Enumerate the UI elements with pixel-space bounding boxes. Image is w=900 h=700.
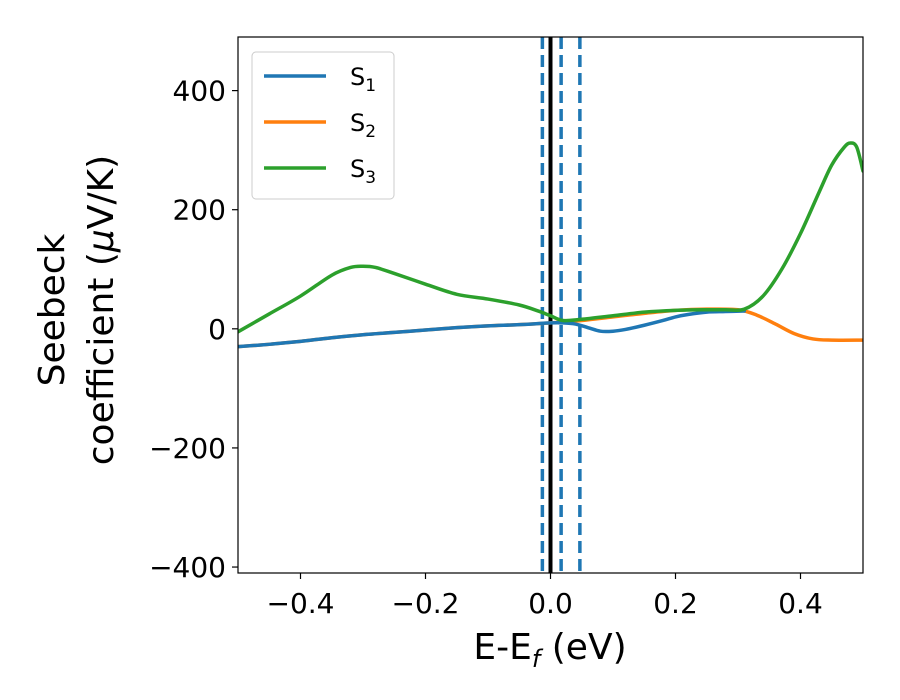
y-axis: −400 −200 0 200 400: [149, 75, 238, 584]
x-axis-label-suffix: (eV): [540, 627, 626, 668]
y-axis-label-line2: coefficient (μV/K): [81, 155, 122, 465]
x-axis: −0.4 −0.2 0.0 0.2 0.4: [267, 573, 823, 620]
y-tick-label: −400: [149, 551, 226, 584]
series-lines: [238, 141, 863, 349]
series-line-s1: [238, 309, 746, 349]
x-tick-label: 0.2: [653, 587, 698, 620]
y-tick-label: 0: [208, 313, 226, 346]
x-tick-label: −0.2: [392, 587, 460, 620]
legend-label-s3: S3: [350, 155, 376, 188]
x-axis-label: E-Ef (eV): [473, 627, 626, 673]
x-tick-label: 0.0: [528, 587, 573, 620]
x-tick-label: 0.4: [778, 587, 823, 620]
plot-area: [238, 37, 863, 573]
reference-lines: [540, 37, 582, 573]
y-tick-label: 400: [173, 75, 226, 108]
y-axis-label-line1: Seebeck: [32, 233, 73, 386]
legend: S1 S2 S3: [251, 51, 395, 200]
series-line-s3: [238, 141, 863, 334]
y-tick-label: −200: [149, 432, 226, 465]
legend-label-s1: S1: [350, 63, 376, 96]
legend-box: [251, 51, 395, 200]
x-tick-label: −0.4: [267, 587, 335, 620]
legend-label-s2: S2: [350, 109, 376, 142]
y-tick-label: 200: [173, 194, 226, 227]
y-axis-label-mu: μ: [81, 229, 122, 253]
